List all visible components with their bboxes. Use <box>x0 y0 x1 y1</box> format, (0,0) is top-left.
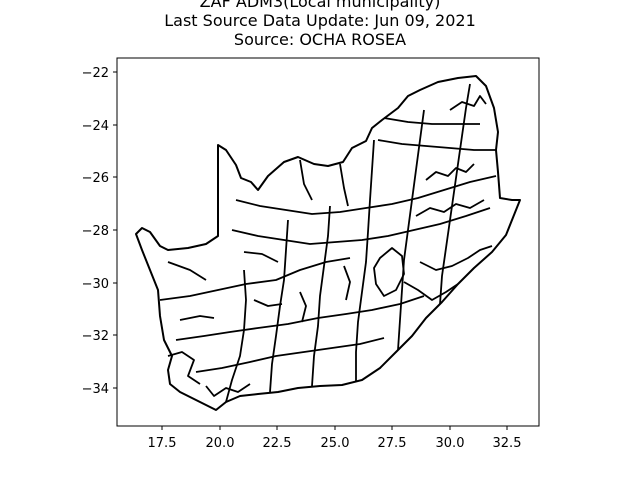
map-title: ZAF ADM3(Local municipality) Last Source… <box>0 0 640 49</box>
y-tick-label: −28 <box>82 224 109 239</box>
y-tick-label: −30 <box>82 277 109 292</box>
y-tick-label: −24 <box>82 119 109 134</box>
y-tick-label: −22 <box>82 66 109 81</box>
y-tick-label: −34 <box>82 382 109 397</box>
x-tick-label: 32.5 <box>493 436 522 451</box>
x-tick-label: 20.0 <box>206 436 235 451</box>
y-tick-label: −26 <box>82 171 109 186</box>
title-line-3: Source: OCHA ROSEA <box>233 30 407 49</box>
title-line-1: ZAF ADM3(Local municipality) <box>199 0 441 11</box>
x-tick-label: 17.5 <box>148 436 177 451</box>
x-tick-label: 30.0 <box>436 436 465 451</box>
x-axis: 17.5 20.0 22.5 25.0 27.5 30.0 32.5 <box>148 426 522 451</box>
x-tick-label: 22.5 <box>263 436 292 451</box>
x-tick-label: 25.0 <box>321 436 350 451</box>
y-axis: −22 −24 −26 −28 −30 −32 −34 <box>82 66 117 397</box>
axes-frame <box>116 57 540 427</box>
title-line-2: Last Source Data Update: Jun 09, 2021 <box>164 11 476 30</box>
x-tick-label: 27.5 <box>378 436 407 451</box>
interior-boundaries <box>159 83 497 403</box>
y-tick-label: −32 <box>82 329 109 344</box>
